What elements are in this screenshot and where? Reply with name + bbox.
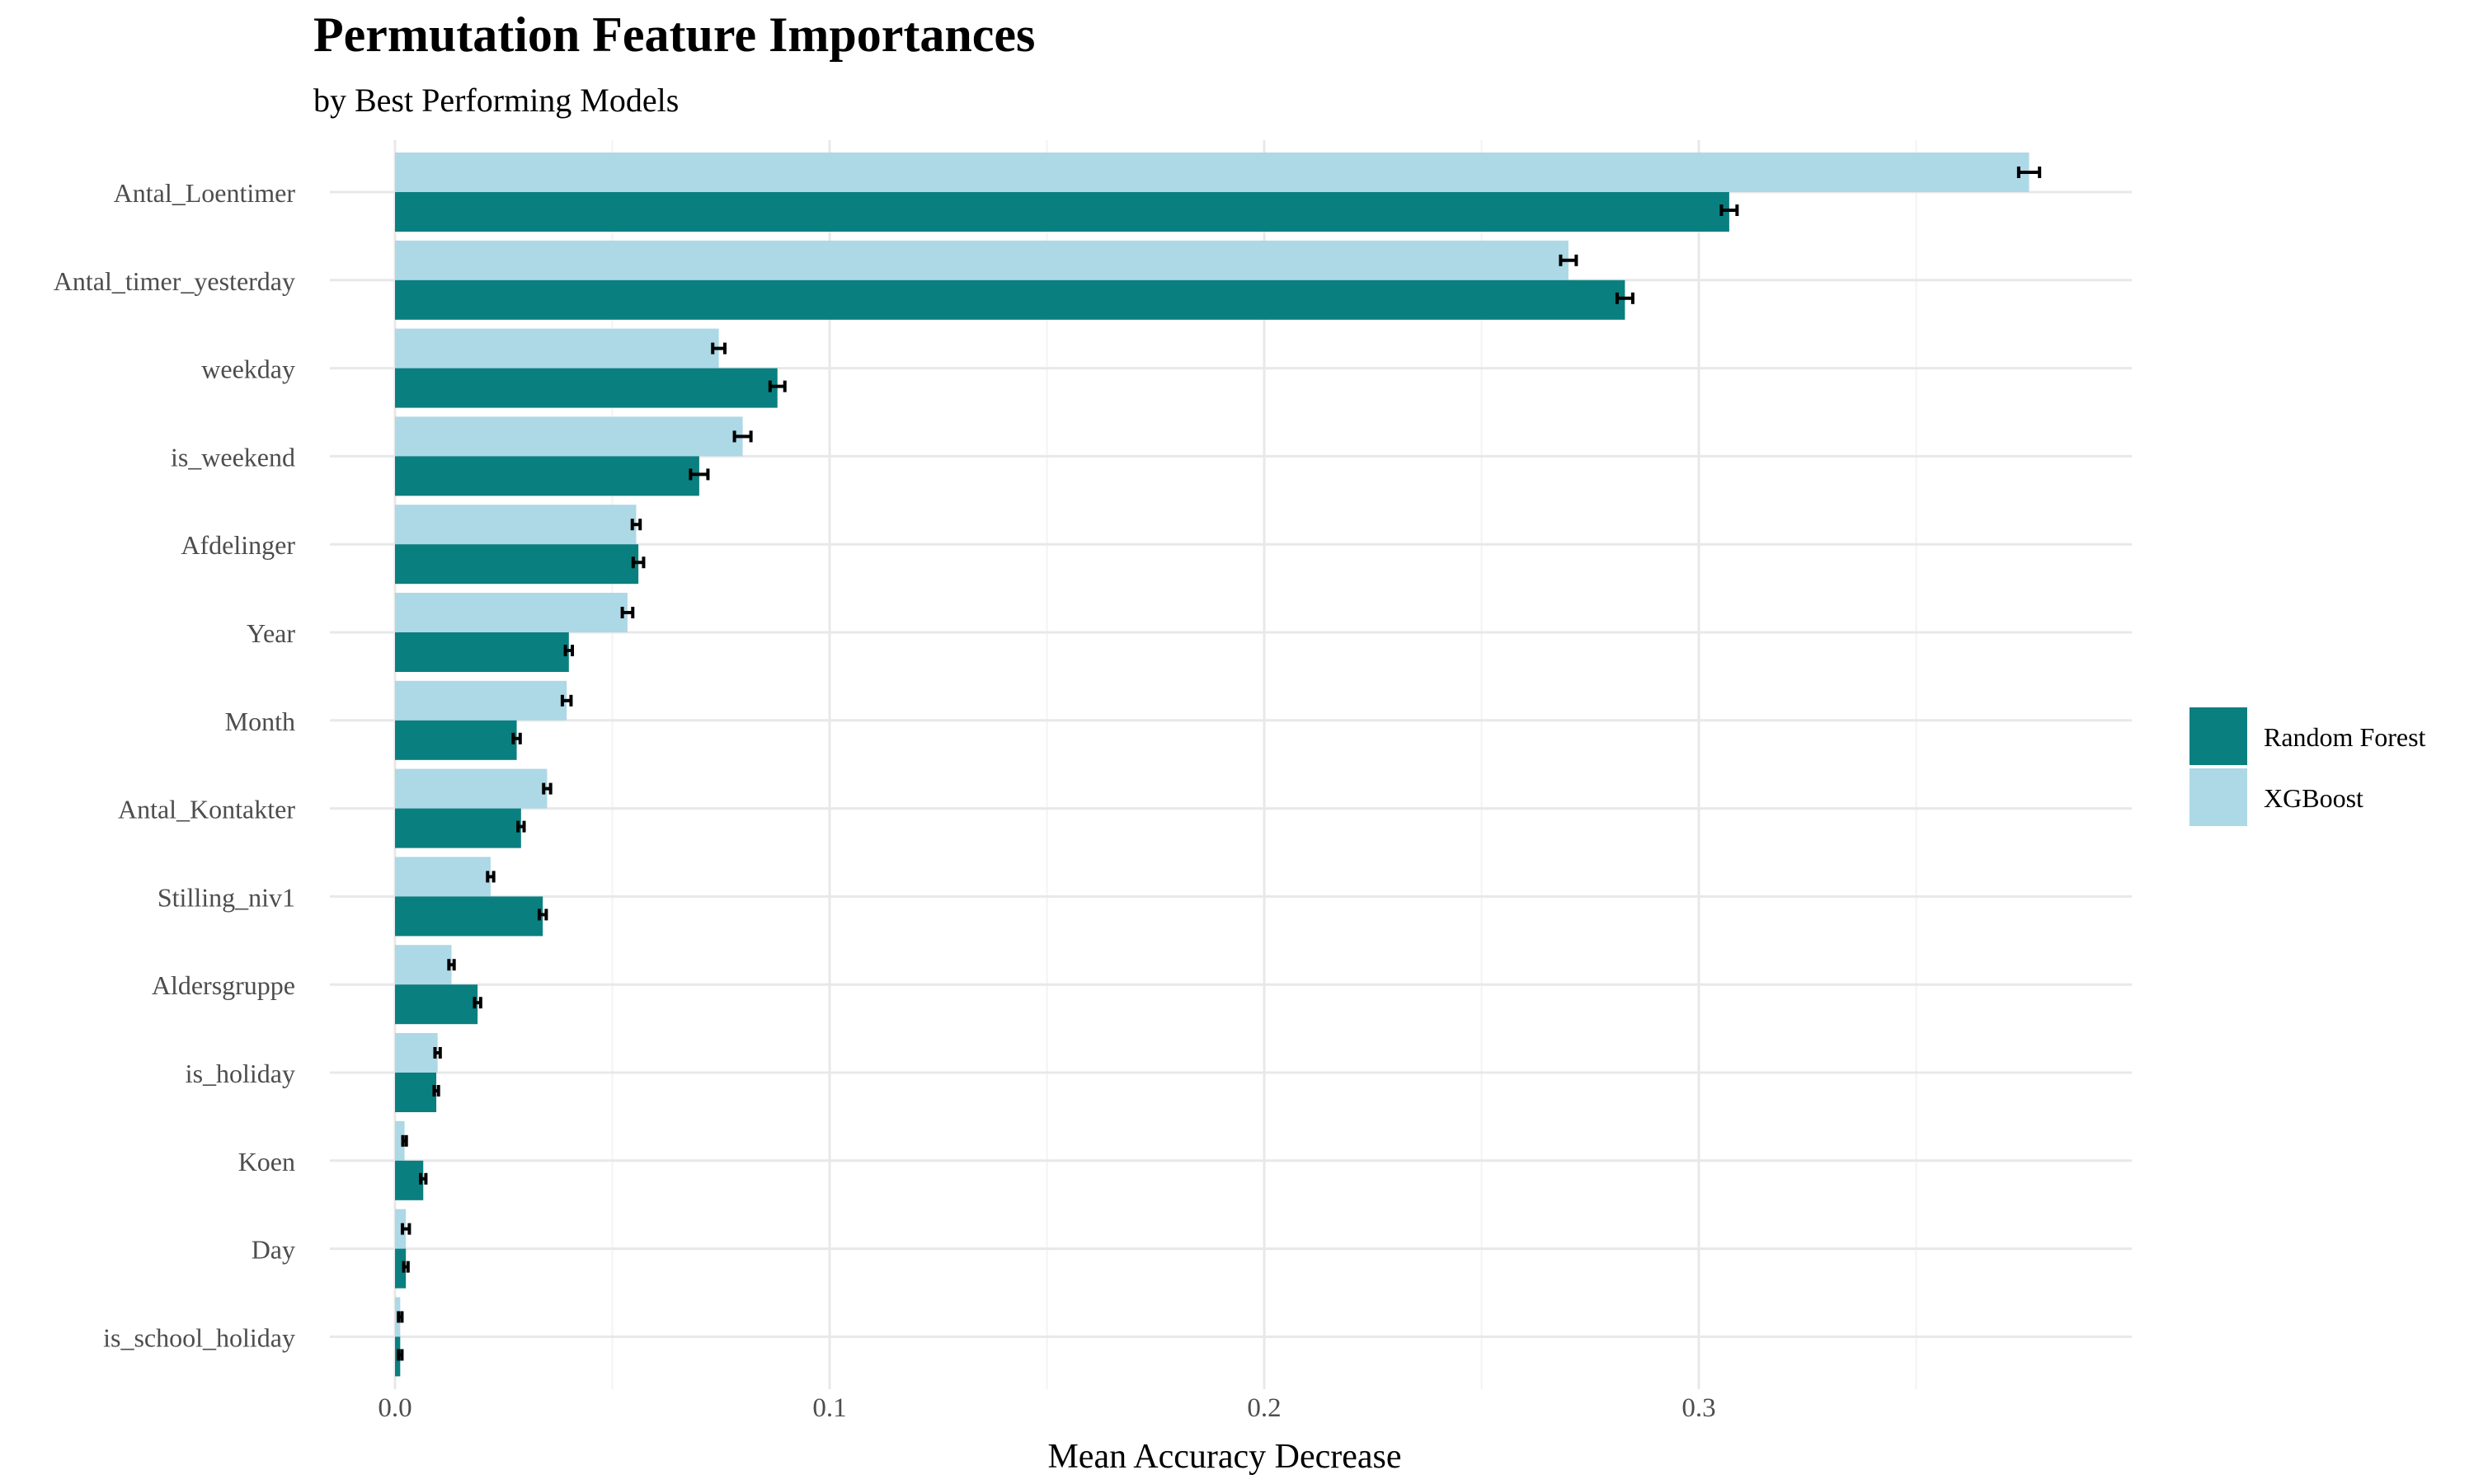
error-bar-xgboost (630, 519, 642, 531)
bar-xgboost (395, 1209, 407, 1249)
bar-random-forest (395, 456, 699, 496)
bar-xgboost (395, 768, 548, 809)
error-bar-random-forest (511, 732, 522, 744)
error-bar-xgboost (620, 607, 635, 618)
legend-key (2189, 768, 2247, 826)
bar-random-forest (395, 984, 478, 1025)
error-bar-random-forest (631, 556, 646, 569)
y-tick-label: Antal_Kontakter (118, 795, 295, 824)
error-bar-random-forest (419, 1172, 428, 1185)
bar-xgboost (395, 240, 1569, 280)
x-tick-label: 0.1 (812, 1393, 846, 1423)
bar-xgboost (395, 1120, 405, 1161)
error-bar-xgboost (542, 782, 553, 795)
error-bar-random-forest (432, 1085, 440, 1097)
y-tick-label: Year (247, 618, 295, 648)
x-axis-title: Mean Accuracy Decrease (1047, 1438, 1401, 1476)
bar-random-forest (395, 896, 543, 937)
bar-xgboost (395, 857, 491, 897)
y-tick-label: is_school_holiday (103, 1322, 295, 1352)
grid (330, 140, 2132, 1389)
chart-title: Permutation Feature Importances (313, 7, 1035, 62)
error-bar-random-forest (1719, 204, 1739, 216)
error-bar-random-forest (768, 380, 787, 392)
error-bar-xgboost (711, 342, 727, 355)
bar-random-forest (395, 808, 521, 848)
error-bar-random-forest (689, 468, 710, 481)
legend-label: Random Forest (2264, 722, 2426, 752)
error-bar-random-forest (402, 1261, 410, 1273)
bar-random-forest (395, 720, 517, 760)
error-bar-xgboost (2016, 167, 2042, 178)
y-tick-label: Day (252, 1235, 295, 1265)
bar-xgboost (395, 328, 719, 369)
y-tick-label: Antal_Loentimer (114, 178, 296, 208)
error-bar-xgboost (560, 694, 573, 707)
bar-random-forest (395, 1248, 407, 1289)
legend-key (2189, 707, 2247, 765)
error-bar-xgboost (1559, 254, 1578, 266)
x-tick-labels: 0.0 0.1 0.2 0.3 (378, 1393, 1715, 1423)
bar-xgboost (395, 945, 452, 985)
error-bar-random-forest (563, 645, 575, 656)
error-bars (397, 167, 2042, 1361)
x-tick-label: 0.2 (1247, 1393, 1281, 1423)
bars (395, 153, 2030, 1377)
error-bar-xgboost (433, 1047, 442, 1059)
y-tick-label: Koen (238, 1147, 295, 1176)
chart-subtitle: by Best Performing Models (313, 82, 679, 119)
y-tick-label: Aldersgruppe (152, 970, 295, 1000)
bar-random-forest (395, 544, 639, 585)
error-bar-xgboost (447, 959, 456, 971)
error-bar-xgboost (400, 1223, 412, 1235)
y-tick-label: Afdelinger (181, 530, 295, 560)
error-bar-random-forest (397, 1349, 404, 1361)
error-bar-xgboost (486, 871, 496, 883)
bar-xgboost (395, 416, 743, 457)
y-tick-label: Antal_timer_yesterday (54, 266, 295, 296)
error-bar-random-forest (473, 997, 482, 1009)
x-tick-label: 0.3 (1681, 1393, 1715, 1423)
bar-random-forest (395, 632, 569, 672)
error-bar-random-forest (516, 820, 526, 833)
bar-xgboost (395, 505, 637, 545)
legend: Random Forest XGBoost (2189, 707, 2426, 826)
y-tick-labels: Antal_Loentimer Antal_timer_yesterdayweek… (54, 178, 296, 1352)
y-tick-label: Stilling_niv1 (158, 882, 295, 912)
y-tick-label: Month (225, 707, 295, 736)
bar-xgboost (395, 1033, 438, 1073)
bar-random-forest (395, 192, 1729, 232)
bar-random-forest (395, 368, 778, 408)
legend-label: XGBoost (2264, 783, 2363, 813)
bar-xgboost (395, 593, 628, 632)
error-bar-random-forest (537, 909, 548, 921)
error-bar-random-forest (1615, 292, 1634, 304)
error-bar-xgboost (401, 1134, 408, 1147)
error-bar-xgboost (732, 430, 753, 443)
y-tick-label: is_holiday (186, 1059, 295, 1088)
bar-random-forest (395, 1160, 424, 1200)
bar-random-forest (395, 279, 1625, 320)
bar-xgboost (395, 153, 2030, 192)
bar-random-forest (395, 1073, 437, 1112)
y-tick-label: weekday (201, 355, 295, 384)
x-tick-label: 0.0 (378, 1393, 412, 1423)
error-bar-xgboost (397, 1311, 404, 1323)
y-tick-label: is_weekend (171, 442, 295, 472)
bar-xgboost (395, 680, 567, 721)
